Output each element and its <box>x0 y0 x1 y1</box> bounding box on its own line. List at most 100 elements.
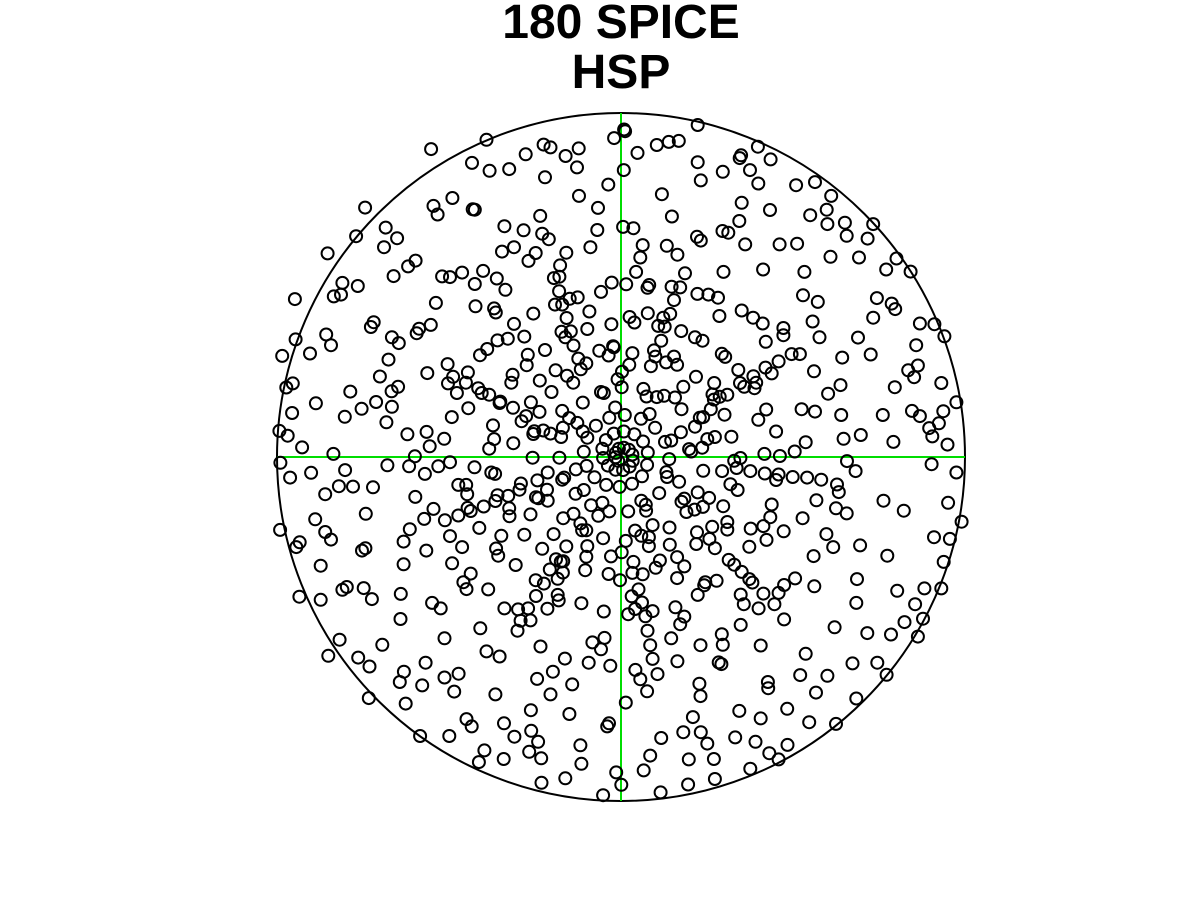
data-point <box>866 217 881 232</box>
data-point <box>656 310 671 325</box>
data-point <box>729 461 744 475</box>
data-point <box>820 217 835 232</box>
data-point <box>845 656 860 671</box>
data-point <box>806 549 821 564</box>
data-point <box>761 681 776 696</box>
data-point <box>798 435 813 450</box>
data-point <box>460 365 475 380</box>
data-point <box>563 324 578 339</box>
data-point <box>674 494 689 509</box>
data-point <box>635 595 649 610</box>
data-point <box>823 249 838 264</box>
data-point <box>616 219 631 234</box>
data-point <box>827 620 842 635</box>
data-point <box>869 291 884 306</box>
data-point <box>550 587 565 602</box>
data-point <box>570 160 584 175</box>
data-point <box>780 701 795 716</box>
data-point <box>738 237 753 252</box>
data-point <box>445 191 460 205</box>
data-point <box>730 483 745 497</box>
data-point <box>437 431 452 446</box>
data-point <box>753 711 768 726</box>
data-point <box>553 554 568 569</box>
data-point <box>446 369 461 384</box>
data-point <box>598 433 613 448</box>
data-point <box>709 573 724 588</box>
data-point <box>490 333 505 348</box>
data-point <box>523 395 538 410</box>
data-point <box>690 485 705 500</box>
data-point <box>625 346 640 361</box>
data-point <box>714 657 729 672</box>
data-point <box>326 446 341 461</box>
data-point <box>622 357 637 372</box>
data-point <box>548 297 562 312</box>
data-point <box>630 145 645 160</box>
data-point <box>909 338 924 353</box>
data-point <box>591 508 606 523</box>
data-point <box>720 387 735 402</box>
data-point <box>455 540 470 555</box>
data-point <box>551 593 566 608</box>
data-point <box>763 152 778 167</box>
data-point <box>604 549 618 564</box>
data-point <box>575 424 590 439</box>
data-point <box>459 582 474 597</box>
data-point <box>924 457 939 472</box>
data-point <box>897 615 912 630</box>
data-point <box>756 586 771 601</box>
data-point <box>850 572 864 587</box>
data-point <box>777 612 792 627</box>
data-point <box>443 270 457 285</box>
data-point <box>554 324 569 339</box>
data-point <box>529 490 543 505</box>
data-point <box>687 502 702 517</box>
data-point <box>758 360 773 375</box>
data-point <box>793 668 808 683</box>
data-point <box>664 279 679 294</box>
data-point <box>492 649 507 664</box>
data-point <box>579 549 594 564</box>
data-point <box>555 472 570 487</box>
data-point <box>451 666 466 681</box>
data-point <box>493 394 508 409</box>
data-point <box>536 423 551 438</box>
data-point <box>581 655 596 670</box>
data-point <box>662 520 677 535</box>
data-point <box>771 752 786 767</box>
data-point <box>645 651 660 666</box>
data-point <box>837 215 852 230</box>
data-point <box>807 364 821 379</box>
data-point <box>534 751 549 766</box>
data-point <box>468 299 483 314</box>
data-point <box>673 617 688 632</box>
data-point <box>467 460 482 475</box>
data-point <box>587 470 602 485</box>
data-point <box>467 277 482 291</box>
data-point <box>426 501 441 516</box>
data-point <box>384 399 399 414</box>
data-point <box>640 623 655 638</box>
data-point <box>718 349 733 364</box>
data-point <box>667 293 681 308</box>
data-point <box>681 752 696 767</box>
data-point <box>616 424 631 439</box>
data-point <box>594 284 608 299</box>
data-point <box>734 195 749 210</box>
data-point <box>721 552 736 567</box>
data-point <box>673 425 688 440</box>
data-point <box>471 755 486 770</box>
data-point <box>417 466 432 481</box>
data-point <box>608 400 623 415</box>
data-point <box>487 432 502 447</box>
data-point <box>584 498 599 513</box>
data-point <box>619 277 634 292</box>
data-point <box>757 466 772 481</box>
data-point <box>728 730 743 745</box>
data-point <box>517 329 532 344</box>
data-point <box>758 334 773 349</box>
data-point <box>273 455 288 470</box>
data-point <box>566 338 581 353</box>
data-point <box>671 133 686 148</box>
